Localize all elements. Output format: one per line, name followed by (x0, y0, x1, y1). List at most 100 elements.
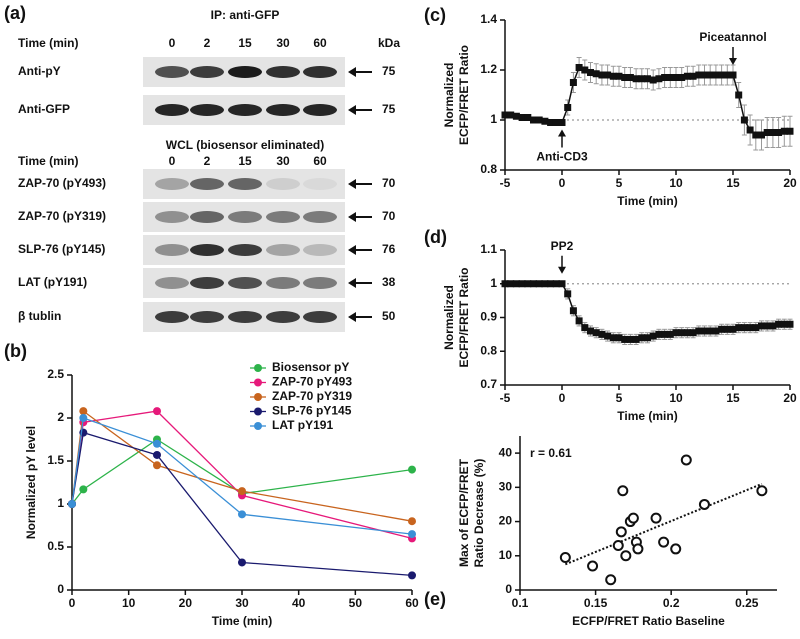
point (575, 64, 583, 71)
point (627, 512, 639, 524)
kda-value: 76 (382, 242, 396, 256)
blot-row-label: Anti-GFP (18, 102, 70, 116)
point (644, 334, 651, 342)
lane-time: 60 (313, 154, 327, 168)
band (266, 104, 300, 116)
y-tick-label: 0.8 (480, 162, 497, 176)
point (626, 335, 634, 343)
legend-marker (254, 407, 262, 416)
point (695, 327, 703, 335)
point (79, 407, 88, 416)
legend-label: ZAP-70 pY319 (272, 389, 352, 403)
lane-time: 15 (238, 154, 252, 168)
panel-label: (c) (424, 5, 446, 25)
point (706, 327, 714, 335)
point (632, 335, 640, 343)
annotation-arrow (729, 58, 737, 65)
x-tick-label: -5 (500, 391, 511, 405)
point (512, 280, 520, 288)
wcl-label: WCL (biosensor eliminated) (166, 138, 324, 152)
point (661, 330, 669, 338)
point (661, 74, 669, 81)
row-arrow (348, 312, 356, 322)
band (190, 178, 224, 190)
band (266, 178, 300, 190)
band (155, 66, 189, 78)
point (408, 530, 416, 539)
point (512, 112, 520, 120)
x-axis-label: Time (min) (617, 194, 677, 208)
point (68, 500, 76, 508)
x-tick-label: 0.2 (663, 596, 680, 610)
x-tick-label: 50 (349, 596, 363, 610)
point (701, 327, 708, 335)
x-axis-label: ECFP/FRET Ratio Baseline (572, 614, 725, 628)
point (780, 320, 788, 328)
trend-line (564, 482, 763, 566)
kda-value: 70 (382, 209, 396, 223)
x-tick-label: 15 (726, 176, 740, 190)
point (683, 72, 691, 80)
point (547, 280, 555, 288)
x-tick-label: 20 (783, 391, 797, 405)
point (626, 74, 634, 81)
panel-label: (e) (424, 589, 446, 609)
point (746, 324, 754, 332)
band (155, 178, 189, 190)
point (79, 414, 88, 422)
point (735, 91, 743, 99)
point (712, 71, 720, 79)
point (672, 74, 680, 81)
point (592, 70, 600, 78)
point (729, 71, 737, 79)
band (155, 104, 189, 116)
band (266, 244, 300, 256)
point (609, 334, 617, 342)
legend-label: ZAP-70 pY493 (272, 375, 352, 389)
point (153, 407, 161, 416)
annotation: Piceatannol (699, 30, 766, 44)
point (658, 536, 670, 548)
point (666, 74, 674, 81)
point (581, 66, 589, 74)
point (698, 498, 710, 510)
point (507, 280, 515, 288)
point (604, 332, 612, 340)
point (558, 280, 566, 288)
band (228, 244, 262, 256)
point (408, 571, 416, 580)
point (735, 324, 743, 332)
point (79, 485, 88, 494)
point (678, 329, 686, 337)
point (638, 75, 646, 83)
band (303, 277, 337, 289)
y-tick-label: 0.5 (47, 539, 64, 553)
point (559, 551, 571, 563)
y-axis-label: Normalized pY level (24, 426, 38, 539)
point (609, 72, 617, 80)
ip-label: IP: anti-GFP (211, 8, 280, 22)
point (564, 104, 572, 111)
legend-marker (254, 378, 262, 387)
point (153, 439, 161, 448)
row-arrow (348, 212, 356, 222)
y-tick-label: 1.1 (480, 242, 497, 256)
lane-time: 60 (313, 36, 327, 50)
point (689, 329, 697, 337)
series-line (71, 431, 413, 577)
x-tick-label: 10 (669, 391, 683, 405)
row-arrow (348, 245, 356, 255)
point (238, 510, 246, 519)
point (535, 116, 543, 124)
y-tick-label: 0.7 (480, 377, 497, 391)
point (650, 512, 662, 524)
legend-label: SLP-76 pY145 (272, 404, 352, 418)
x-tick-label: 0.1 (512, 596, 529, 610)
band (266, 311, 300, 323)
panel-label: (a) (4, 3, 26, 23)
row-arrow (348, 105, 356, 115)
point (621, 335, 629, 343)
point (718, 71, 726, 79)
y-tick-label: 20 (499, 514, 513, 528)
